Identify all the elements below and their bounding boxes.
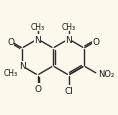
Text: CH₃: CH₃ [4, 68, 18, 77]
Text: CH₃: CH₃ [61, 23, 76, 32]
Text: O: O [92, 37, 99, 46]
Text: CH₃: CH₃ [31, 23, 45, 32]
Text: Cl: Cl [64, 86, 73, 95]
Text: O: O [7, 37, 14, 46]
Text: N: N [65, 35, 72, 44]
Text: N: N [34, 35, 41, 44]
Text: N: N [19, 62, 25, 71]
Text: O: O [34, 84, 41, 93]
Text: NO₂: NO₂ [98, 69, 114, 78]
